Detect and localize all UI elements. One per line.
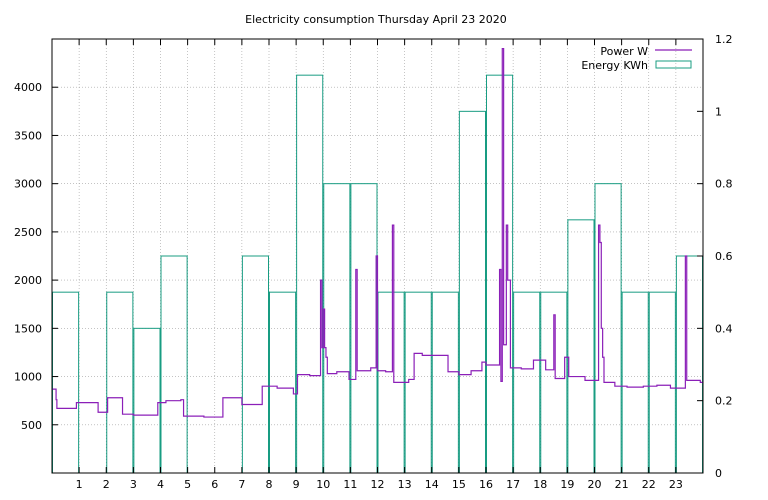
x-tick-label: 6: [211, 478, 218, 491]
x-tick-label: 18: [533, 478, 547, 491]
energy-bar: [621, 291, 649, 474]
energy-bar: [323, 183, 351, 474]
energy-bar: [567, 219, 595, 474]
x-tick-label: 16: [479, 478, 493, 491]
chart-title: Electricity consumption Thursday April 2…: [245, 13, 507, 26]
y2-tick-label: 0.8: [715, 178, 733, 191]
y2-tick-label: 1: [715, 105, 722, 118]
x-tick-label: 5: [184, 478, 191, 491]
energy-bar: [296, 74, 324, 474]
y-tick-label: 3000: [14, 178, 42, 191]
legend: Power W Energy KWh: [581, 45, 692, 72]
y-tick-label: 3500: [14, 129, 42, 142]
x-tick-label: 4: [157, 478, 164, 491]
energy-bar: [513, 291, 541, 474]
power-line: [52, 48, 703, 418]
x-axis-ticks: 1 2 3 4 5 6 7 8 9 10 11 12 13 14 15 16 17 18 19 20 21 22 23: [76, 39, 683, 491]
energy-bar: [52, 291, 80, 474]
x-tick-label: 8: [266, 478, 273, 491]
y-tick-label: 2000: [14, 274, 42, 287]
x-tick-label: 10: [316, 478, 330, 491]
y2-tick-label: 0.4: [715, 322, 733, 335]
x-tick-label: 14: [425, 478, 439, 491]
legend-label-power: Power W: [600, 45, 648, 58]
y-tick-label: 500: [21, 419, 42, 432]
y-tick-label: 1500: [14, 322, 42, 335]
x-tick-label: 17: [506, 478, 520, 491]
x-tick-label: 11: [343, 478, 357, 491]
x-tick-label: 1: [76, 478, 83, 491]
y2-tick-label: 0.6: [715, 250, 733, 263]
x-tick-label: 9: [293, 478, 300, 491]
y-axis-ticks: 500 1000 1500 2000 2500 3000 3500 4000: [14, 81, 58, 432]
energy-bar: [160, 255, 188, 474]
x-tick-label: 13: [398, 478, 412, 491]
x-tick-label: 19: [560, 478, 574, 491]
energy-bar: [106, 291, 134, 474]
energy-bar: [241, 255, 269, 474]
x-tick-label: 20: [588, 478, 602, 491]
x-tick-label: 2: [103, 478, 110, 491]
y2-tick-label: 1.2: [715, 33, 733, 46]
energy-bar: [458, 110, 486, 474]
x-tick-label: 15: [452, 478, 466, 491]
x-tick-label: 7: [238, 478, 245, 491]
y-tick-label: 2500: [14, 226, 42, 239]
energy-bar: [269, 291, 297, 474]
x-tick-label: 21: [615, 478, 629, 491]
x-tick-label: 22: [642, 478, 656, 491]
x-tick-label: 3: [130, 478, 137, 491]
y2-axis-ticks: 0 0.2 0.4 0.6 0.8 1 1.2: [697, 33, 733, 480]
legend-label-energy: Energy KWh: [581, 59, 648, 72]
legend-swatch-energy: [655, 60, 692, 69]
x-tick-label: 23: [669, 478, 683, 491]
y2-tick-label: 0.2: [715, 395, 733, 408]
y2-tick-label: 0: [715, 467, 722, 480]
y-tick-label: 4000: [14, 81, 42, 94]
x-tick-label: 12: [371, 478, 385, 491]
energy-bar: [133, 327, 161, 474]
y-tick-label: 1000: [14, 371, 42, 384]
energy-bar: [675, 255, 703, 474]
energy-bar: [431, 291, 459, 474]
energy-bar: [648, 291, 676, 474]
